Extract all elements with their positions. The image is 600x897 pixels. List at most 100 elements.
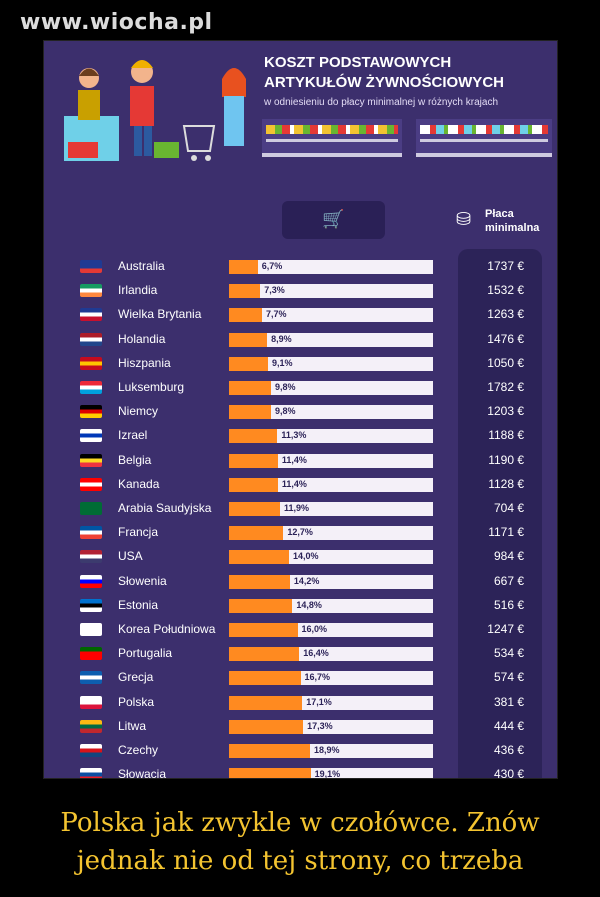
bar <box>229 623 298 637</box>
minimum-wage-value: 1190 € <box>488 452 524 467</box>
country-label: Niemcy <box>118 404 159 419</box>
flag-icon <box>80 598 102 612</box>
wage-header-line-1: Płaca <box>485 208 514 220</box>
shopping-people-illustration <box>64 60 246 161</box>
country-label: Holandia <box>118 331 166 346</box>
bar-value-label: 16,0% <box>301 624 328 634</box>
flag-icon <box>80 477 102 491</box>
country-label: Hiszpania <box>118 355 171 370</box>
bar-track: 19,1% <box>229 768 433 778</box>
bar <box>229 768 311 778</box>
bar <box>229 477 278 492</box>
bar <box>229 671 301 686</box>
page-title: KOSZT PODSTAWOWYCH ARTYKUŁÓW ŻYWNOŚCIOWY… <box>264 53 504 93</box>
country-label: Słowenia <box>118 573 167 588</box>
shelf-right <box>416 119 552 157</box>
country-label: Korea Południowa <box>118 622 216 636</box>
flag-icon <box>80 356 102 370</box>
infographic-panel: KOSZT PODSTAWOWYCH ARTYKUŁÓW ŻYWNOŚCIOWY… <box>43 40 558 779</box>
minimum-wage-value: 1203 € <box>487 404 524 419</box>
bar <box>229 719 304 734</box>
bar-value-label: 6,7% <box>261 261 283 271</box>
bar <box>229 744 310 758</box>
caption: Polska jak zwykle w czołówce. Znów jedna… <box>0 804 600 880</box>
caption-line-2: jednak nie od tej strony, co trzeba <box>76 846 524 876</box>
country-label: Wielka Brytania <box>118 307 202 322</box>
bar <box>229 598 293 613</box>
country-label: Grecja <box>118 670 154 685</box>
minimum-wage-value: 1188 € <box>488 428 524 443</box>
country-label: Portugalia <box>118 646 173 661</box>
bar <box>229 526 284 541</box>
bar <box>229 502 280 516</box>
bar-track: 8,9% <box>229 332 433 347</box>
subtitle: w odniesieniu do płacy minimalnej w różn… <box>264 97 498 108</box>
minimum-wage-value: 1263 € <box>487 307 524 322</box>
country-label: Belgia <box>118 452 152 467</box>
bar <box>229 453 278 468</box>
bar-track: 11,4% <box>229 477 433 492</box>
bar <box>229 260 258 274</box>
title-line-1: KOSZT PODSTAWOWYCH <box>264 54 452 71</box>
minimum-wage-value: 534 € <box>493 646 524 661</box>
bar-track: 14,8% <box>229 598 433 613</box>
bar-value-label: 7,3% <box>264 285 285 296</box>
bar-track: 7,3% <box>229 284 433 299</box>
bar <box>229 284 261 299</box>
bar-value-label: 8,9% <box>271 333 292 344</box>
flag-icon <box>80 671 102 685</box>
flag-icon <box>80 647 102 661</box>
country-label: Izrael <box>118 428 148 443</box>
bar-track: 6,7% <box>229 260 433 274</box>
bar <box>229 695 303 710</box>
coins-icon: ⛁ <box>456 209 472 229</box>
bar-value-label: 18,9% <box>313 745 340 755</box>
flag-icon <box>80 405 102 419</box>
flag-icon <box>80 623 102 636</box>
wage-column-header: Płaca minimalna <box>485 207 539 235</box>
flag-icon <box>80 429 102 443</box>
minimum-wage-value: 1247 € <box>487 622 524 636</box>
bar-value-label: 14,8% <box>296 599 322 610</box>
bar <box>229 332 268 347</box>
country-label: Słowacja <box>118 767 167 779</box>
bar-track: 7,7% <box>229 308 433 323</box>
bar-value-label: 11,3% <box>281 430 307 441</box>
country-label: Polska <box>118 694 155 709</box>
minimum-wage-value: 1171 € <box>488 525 524 540</box>
bar-track: 9,8% <box>229 405 433 420</box>
bar-value-label: 7,7% <box>265 309 287 320</box>
flag-icon <box>80 284 102 298</box>
site-watermark[interactable]: www.wiocha.pl <box>20 10 213 35</box>
bar <box>229 574 290 589</box>
bar-track: 17,1% <box>229 695 433 710</box>
flag-icon <box>80 260 102 273</box>
minimum-wage-value: 1737 € <box>487 259 524 273</box>
bar-track: 11,3% <box>229 429 433 444</box>
minimum-wage-value: 667 € <box>493 573 524 588</box>
bar-value-label: 17,3% <box>307 720 333 731</box>
bar-value-label: 9,8% <box>274 406 296 417</box>
bar-track: 16,7% <box>229 671 433 686</box>
bar-value-label: 9,8% <box>274 382 296 392</box>
bar-track: 11,9% <box>229 502 433 516</box>
minimum-wage-value: 574 € <box>493 670 524 685</box>
flag-icon <box>80 381 102 394</box>
bar-track: 17,3% <box>229 719 433 734</box>
bar-track: 11,4% <box>229 453 433 468</box>
flag-icon <box>80 695 102 709</box>
bar-value-label: 14,0% <box>292 551 319 562</box>
bar-value-label: 11,9% <box>283 503 309 513</box>
bar-track: 16,4% <box>229 647 433 662</box>
title-line-2: ARTYKUŁÓW ŻYWNOŚCIOWYCH <box>264 74 504 91</box>
bar-track: 14,2% <box>229 574 433 589</box>
minimum-wage-value: 436 € <box>493 743 524 757</box>
minimum-wage-value: 1476 € <box>487 331 524 346</box>
minimum-wage-value: 516 € <box>493 597 524 612</box>
cart-column-header: 🛒 <box>282 201 385 239</box>
country-label: Arabia Saudyjska <box>118 501 212 515</box>
minimum-wage-value: 1532 € <box>487 283 524 298</box>
bar <box>229 429 278 444</box>
minimum-wage-value: 430 € <box>493 767 524 779</box>
minimum-wage-value: 1128 € <box>488 476 524 491</box>
